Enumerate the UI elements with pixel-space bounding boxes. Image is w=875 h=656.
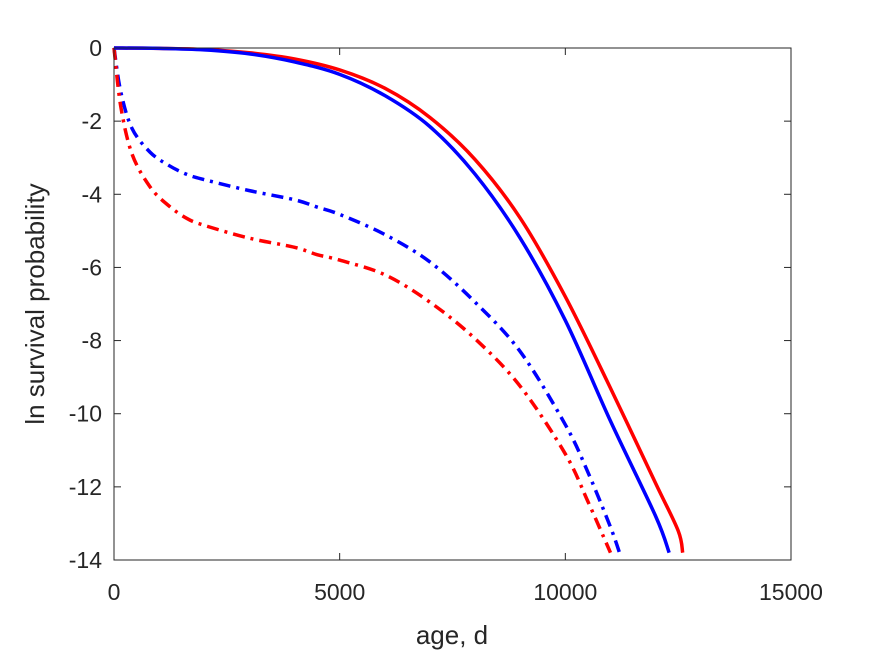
y-tick-label: -8 (82, 328, 102, 354)
tick-label-layer: 0 5000 10000 15000 0 -2 -4 -6 -8 -10 -12 -14 (69, 35, 823, 605)
series-layer (112, 46, 685, 554)
y-tick-label: -2 (82, 108, 102, 134)
series-line-dashdot-red (112, 47, 613, 554)
tick-layer (113, 47, 792, 561)
x-tick-label: 5000 (314, 579, 365, 605)
y-tick-label: -10 (69, 401, 102, 427)
y-tick-label: -4 (82, 181, 103, 207)
y-tick-label: -6 (82, 254, 102, 280)
axes-box (113, 47, 792, 561)
x-tick-label: 15000 (759, 579, 823, 605)
y-axis-label: ln survival probability (20, 183, 50, 424)
x-axis-label: age, d (416, 620, 488, 650)
y-tick-label: 0 (89, 35, 102, 61)
x-tick-label: 0 (108, 579, 121, 605)
y-tick-label: -14 (69, 547, 102, 573)
plot-area (114, 48, 791, 560)
series-line-dashdot-blue (112, 47, 622, 554)
x-tick-label: 10000 (533, 579, 597, 605)
series-line-solid-blue (113, 46, 671, 554)
y-tick-label: -12 (69, 474, 102, 500)
